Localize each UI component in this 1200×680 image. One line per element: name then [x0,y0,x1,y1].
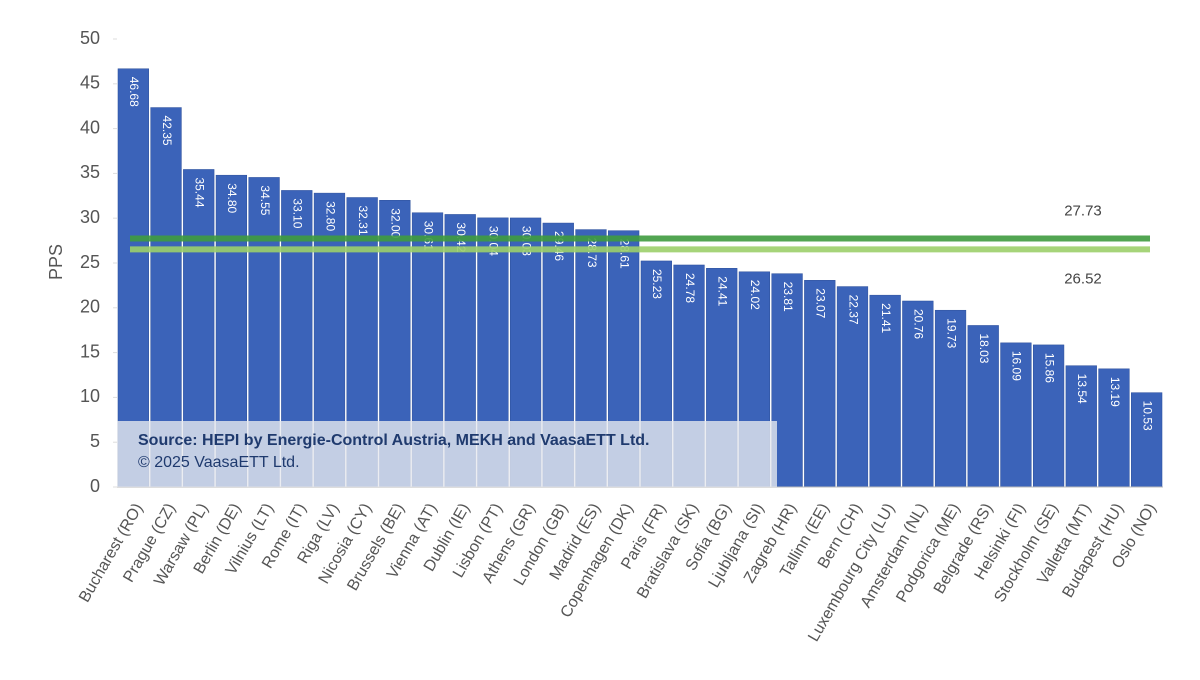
value-label: 15.86 [1042,353,1056,383]
bar [1065,365,1097,488]
value-label: 13.19 [1108,377,1122,407]
value-label: 20.76 [912,309,926,339]
source-text: Source: HEPI by Energie-Control Austria,… [138,432,650,449]
bar [836,286,869,488]
value-label: 21.41 [879,303,893,333]
bar [1000,342,1032,488]
value-label: 34.55 [258,185,272,215]
value-label: 19.73 [944,318,958,348]
y-tick-label: 45 [80,73,100,93]
reference-label: 27.73 [1064,203,1102,220]
y-axis-label: PPS [46,244,66,280]
value-label: 24.78 [683,273,697,303]
value-label: 28.61 [617,239,631,269]
value-label: 25.23 [650,269,664,299]
bar [967,325,999,488]
y-tick-label: 15 [80,341,100,361]
value-label: 35.44 [193,177,207,207]
y-tick-label: 40 [80,117,100,137]
y-tick-label: 35 [80,162,100,182]
y-tick-label: 25 [80,252,100,272]
bar [117,68,149,488]
value-label: 24.41 [716,276,730,306]
y-tick-label: 20 [80,297,100,317]
bar [869,294,901,488]
value-label: 18.03 [977,333,991,363]
bar [934,309,967,488]
y-tick-label: 30 [80,207,100,227]
copyright-text: © 2025 VaasaETT Ltd. [138,454,300,471]
bar [1032,344,1065,488]
value-label: 16.09 [1010,351,1024,381]
value-label: 22.37 [846,295,860,325]
value-label: 42.35 [160,116,174,146]
y-tick-label: 10 [80,386,100,406]
value-label: 32.31 [356,206,370,236]
value-label: 28.73 [585,238,599,268]
value-label: 23.81 [781,282,795,312]
value-label: 24.02 [748,280,762,310]
bar [1098,368,1130,488]
value-label: 46.68 [127,77,141,107]
value-label: 32.80 [323,201,337,231]
y-tick-label: 50 [80,28,100,48]
bar [1131,392,1163,488]
value-label: 10.53 [1140,401,1154,431]
value-label: 32.00 [389,208,403,238]
reference-label: 26.52 [1064,270,1102,287]
value-label: 13.54 [1075,374,1089,404]
y-tick-label: 0 [90,476,100,496]
source-box [117,421,777,487]
value-label: 23.07 [814,288,828,318]
value-label: 33.10 [291,198,305,228]
value-label: 34.80 [225,183,239,213]
y-tick-label: 5 [90,431,100,451]
